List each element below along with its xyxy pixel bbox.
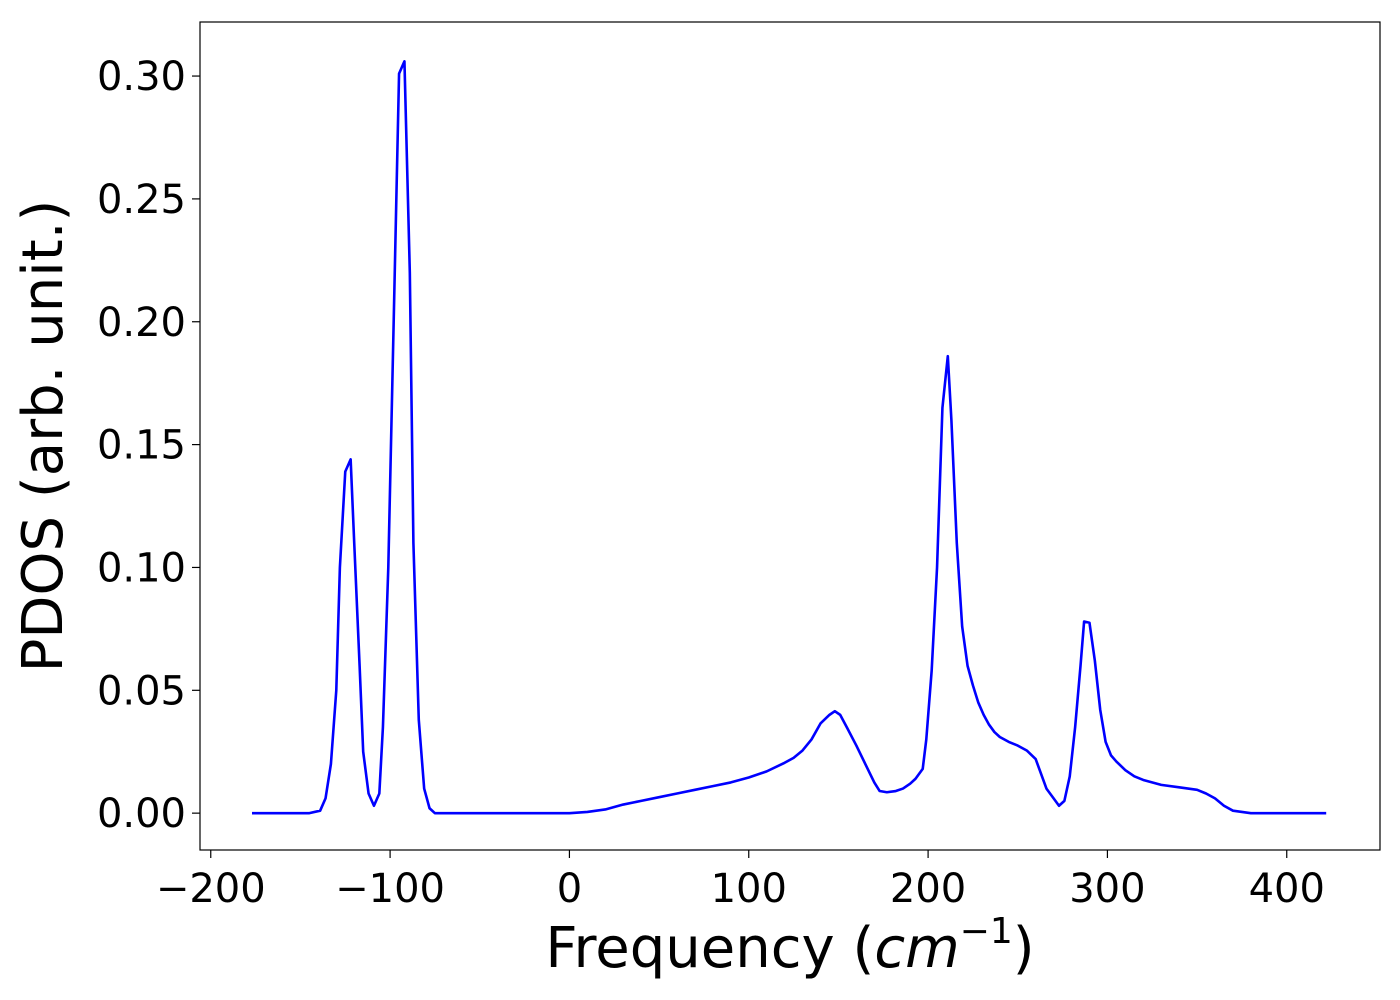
x-axis: −200 −100 0 100 200 300 400 — [156, 850, 1325, 912]
plot-area — [252, 60, 1327, 815]
y-tick-label: 0.30 — [97, 54, 186, 100]
x-tick-label: 0 — [557, 866, 582, 912]
y-tick-label: 0.20 — [97, 300, 186, 346]
y-tick-label: 0.25 — [97, 177, 186, 223]
x-tick-label: 300 — [1069, 866, 1145, 912]
y-axis-label: PDOS (arb. unit.) — [11, 200, 76, 673]
axes-frame — [199, 21, 1381, 851]
y-tick-label: 0.15 — [97, 423, 186, 469]
x-tick-label: 100 — [711, 866, 787, 912]
y-tick-label: 0.05 — [97, 668, 186, 714]
x-tick-label: −200 — [156, 866, 266, 912]
y-tick-label: 0.10 — [97, 545, 186, 591]
x-tick-label: 400 — [1249, 866, 1325, 912]
y-tick-label: 0.00 — [97, 791, 186, 837]
x-tick-label: 200 — [890, 866, 966, 912]
series-line-0 — [252, 60, 1327, 815]
x-axis-label: Frequency (cm−1) — [545, 911, 1034, 981]
x-tick-label: −100 — [335, 866, 445, 912]
y-axis: 0.00 0.05 0.10 0.15 0.20 0.25 0.30 — [97, 54, 200, 837]
